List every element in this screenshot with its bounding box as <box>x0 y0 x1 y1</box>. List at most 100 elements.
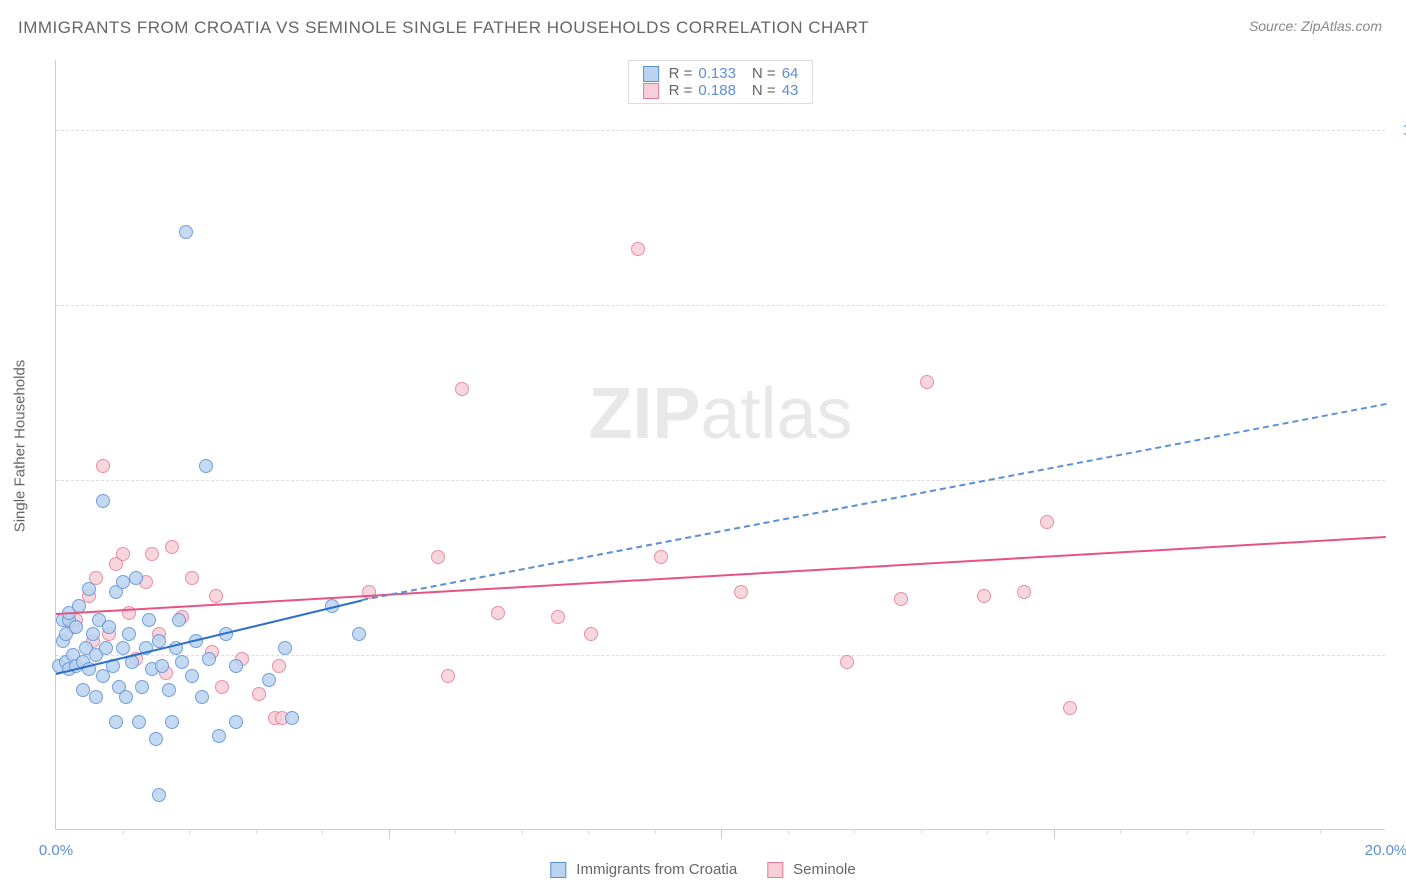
data-point <box>185 669 199 683</box>
x-tick-label: 0.0% <box>39 842 73 859</box>
gridline-h <box>56 480 1385 481</box>
x-minor-tick <box>389 829 390 839</box>
data-point <box>212 729 226 743</box>
scatter-plot-area: ZIPatlas R = 0.133N = 64R = 0.188N = 43 … <box>55 60 1385 830</box>
legend-label: Immigrants from Croatia <box>576 861 737 878</box>
data-point <box>122 627 136 641</box>
data-point <box>69 620 83 634</box>
trend-line <box>56 536 1386 615</box>
data-point <box>1063 701 1077 715</box>
data-point <box>116 547 130 561</box>
data-point <box>584 627 598 641</box>
data-point <box>631 242 645 256</box>
data-point <box>162 683 176 697</box>
y-axis-label: Single Father Households <box>12 360 29 533</box>
data-point <box>229 715 243 729</box>
legend-n-value: 43 <box>782 82 799 99</box>
data-point <box>1017 585 1031 599</box>
gridline-h <box>56 305 1385 306</box>
data-point <box>202 652 216 666</box>
data-point <box>441 669 455 683</box>
data-point <box>135 680 149 694</box>
x-tiny-tick <box>854 829 855 834</box>
data-point <box>96 459 110 473</box>
series-legend: Immigrants from Croatia Seminole <box>550 861 855 878</box>
data-point <box>89 690 103 704</box>
legend-item: Immigrants from Croatia <box>550 861 737 878</box>
data-point <box>920 375 934 389</box>
data-point <box>109 715 123 729</box>
x-tiny-tick <box>788 829 789 834</box>
x-tiny-tick <box>256 829 257 834</box>
legend-r-value: 0.133 <box>698 65 736 82</box>
x-tiny-tick <box>921 829 922 834</box>
x-tiny-tick <box>322 829 323 834</box>
legend-swatch <box>643 66 659 82</box>
data-point <box>1040 515 1054 529</box>
data-point <box>894 592 908 606</box>
x-tiny-tick <box>189 829 190 834</box>
y-tick-label: 2.5% <box>1395 647 1406 664</box>
legend-swatch <box>550 862 566 878</box>
gridline-h <box>56 655 1385 656</box>
data-point <box>185 571 199 585</box>
data-point <box>149 732 163 746</box>
data-point <box>977 589 991 603</box>
legend-r-label: R = <box>669 65 693 82</box>
x-tiny-tick <box>1187 829 1188 834</box>
data-point <box>215 680 229 694</box>
data-point <box>285 711 299 725</box>
trend-line <box>362 403 1386 601</box>
data-point <box>840 655 854 669</box>
watermark: ZIPatlas <box>588 373 852 455</box>
data-point <box>172 613 186 627</box>
x-tiny-tick <box>1253 829 1254 834</box>
data-point <box>179 225 193 239</box>
data-point <box>142 613 156 627</box>
x-tiny-tick <box>987 829 988 834</box>
gridline-h <box>56 130 1385 131</box>
x-tiny-tick <box>522 829 523 834</box>
data-point <box>262 673 276 687</box>
data-point <box>99 641 113 655</box>
data-point <box>278 641 292 655</box>
data-point <box>175 655 189 669</box>
data-point <box>252 687 266 701</box>
y-tick-label: 7.5% <box>1395 297 1406 314</box>
legend-swatch <box>767 862 783 878</box>
correlation-legend: R = 0.133 N = 64R = 0.188 N = 43 <box>628 60 814 104</box>
legend-label: Seminole <box>793 861 856 878</box>
x-tiny-tick <box>123 829 124 834</box>
data-point <box>209 589 223 603</box>
data-point <box>165 540 179 554</box>
source-attribution: Source: ZipAtlas.com <box>1249 18 1382 34</box>
data-point <box>76 683 90 697</box>
x-tiny-tick <box>588 829 589 834</box>
legend-row: R = 0.133 N = 64 <box>643 65 799 82</box>
x-tick-label: 20.0% <box>1365 842 1406 859</box>
data-point <box>551 610 565 624</box>
legend-r-value: 0.188 <box>698 82 736 99</box>
data-point <box>152 788 166 802</box>
x-minor-tick <box>1054 829 1055 839</box>
data-point <box>116 575 130 589</box>
data-point <box>229 659 243 673</box>
data-point <box>455 382 469 396</box>
data-point <box>654 550 668 564</box>
x-tiny-tick <box>455 829 456 834</box>
data-point <box>145 547 159 561</box>
x-minor-tick <box>721 829 722 839</box>
data-point <box>195 690 209 704</box>
data-point <box>155 659 169 673</box>
data-point <box>352 627 366 641</box>
legend-n-label: N = <box>752 82 776 99</box>
data-point <box>116 641 130 655</box>
data-point <box>86 627 100 641</box>
data-point <box>165 715 179 729</box>
data-point <box>734 585 748 599</box>
y-tick-label: 5.0% <box>1395 472 1406 489</box>
data-point <box>102 620 116 634</box>
legend-n-label: N = <box>752 65 776 82</box>
data-point <box>199 459 213 473</box>
legend-n-value: 64 <box>782 65 799 82</box>
